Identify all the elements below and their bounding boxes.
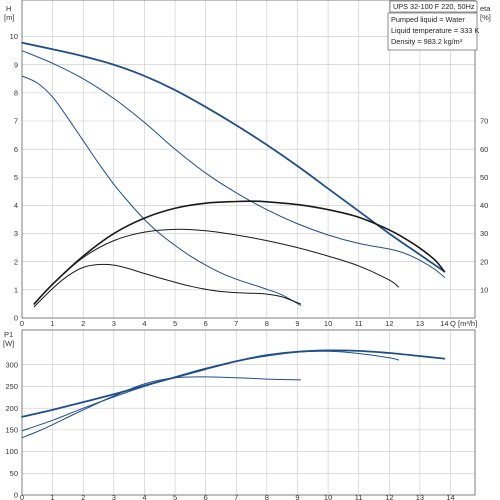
x-tick-label: 7 xyxy=(234,319,238,328)
y-tick-label: 4 xyxy=(14,201,18,210)
y-tick-label: 2 xyxy=(14,257,18,266)
x-tick-label: 10 xyxy=(324,319,332,328)
power-tick-label: 200 xyxy=(5,404,18,413)
y-tick-label: 1 xyxy=(14,285,18,294)
y-tick-label: 6 xyxy=(14,145,18,154)
y-tick-label: 5 xyxy=(14,173,18,182)
x-tick-label: 13 xyxy=(416,319,424,328)
x-tick-label: 14 xyxy=(446,493,454,500)
info-box: UPS 32-100 F 220, 50Hz Pumped liquid = W… xyxy=(387,0,479,51)
info-title-box xyxy=(389,0,478,13)
power-tick-label: 250 xyxy=(5,382,18,391)
power-axis-unit: [W] xyxy=(3,339,14,348)
x-tick-label: 5 xyxy=(173,493,177,500)
power-axis-label: P1 xyxy=(4,330,13,339)
y2-tick-label: 70 xyxy=(480,117,488,126)
power-tick-label: 50 xyxy=(10,469,18,478)
bottom-panel-frame xyxy=(21,329,476,496)
power-tick-label: 100 xyxy=(5,447,18,456)
info-details-box xyxy=(387,12,478,51)
y-axis-unit: [m] xyxy=(4,13,14,22)
info-liquid: Pumped liquid = Water xyxy=(391,15,465,24)
power-tick-label: 0 xyxy=(14,491,18,500)
x-tick-label: 11 xyxy=(355,319,363,328)
y-tick-label: 7 xyxy=(14,117,18,126)
x-tick-label: 3 xyxy=(112,319,116,328)
y2-tick-label: 60 xyxy=(480,145,488,154)
head-curve xyxy=(21,41,446,273)
x-tick-label: 0 xyxy=(20,319,24,328)
y-tick-label: 3 xyxy=(14,229,18,238)
power-curve xyxy=(21,350,399,432)
y2-axis-label: eta xyxy=(480,4,491,13)
x-tick-label: 10 xyxy=(324,493,332,500)
top-panel-frame xyxy=(21,0,476,319)
x-tick-label: 2 xyxy=(81,319,85,328)
x-tick-label: 4 xyxy=(142,319,146,328)
x-tick-label: 14 xyxy=(440,319,448,328)
x-tick-label: 3 xyxy=(112,493,116,500)
x-tick-label: 12 xyxy=(385,319,393,328)
info-temperature: Liquid temperature = 333 K xyxy=(391,26,479,35)
info-density: Density = 983.2 kg/m³ xyxy=(391,37,463,46)
efficiency-curve xyxy=(33,263,302,308)
x-tick-label: 11 xyxy=(355,493,363,500)
efficiency-curve xyxy=(33,200,446,305)
y-tick-label: 10 xyxy=(10,32,18,41)
x-tick-label: 2 xyxy=(81,493,85,500)
x-tick-label: 1 xyxy=(51,493,55,500)
y2-tick-label: 50 xyxy=(480,173,488,182)
x-tick-label: 1 xyxy=(51,319,55,328)
x-tick-label: 5 xyxy=(173,319,177,328)
x-axis-unit: [m³/h] xyxy=(458,319,477,328)
top-panel-curves xyxy=(21,41,446,308)
x-tick-label: 6 xyxy=(204,493,208,500)
y2-tick-label: 20 xyxy=(480,257,488,266)
x-axis-label: Q xyxy=(450,319,456,328)
top-panel-ticks: 0 1 2 3 4 5 6 7 8 9 10 11 12 13 1412345678910010203040… xyxy=(10,32,489,328)
x-tick-label: 9 xyxy=(295,319,299,328)
head-curve xyxy=(21,50,445,278)
top-panel-grid xyxy=(22,0,475,318)
y-axis-label: H xyxy=(6,4,11,13)
x-tick-label: 8 xyxy=(265,493,269,500)
x-tick-label: 4 xyxy=(142,493,146,500)
x-tick-label: 7 xyxy=(234,493,238,500)
efficiency-curve xyxy=(33,228,399,305)
info-title: UPS 32-100 F 220, 50Hz xyxy=(393,2,475,11)
y-tick-label: 8 xyxy=(14,88,18,97)
y2-axis-unit: [%] xyxy=(480,13,491,22)
bottom-panel-grid xyxy=(22,330,475,495)
x-tick-label: 0 xyxy=(20,493,24,500)
bottom-panel-curves xyxy=(21,349,446,439)
x-tick-label: 8 xyxy=(265,319,269,328)
power-curve xyxy=(21,376,302,439)
y2-tick-label: 30 xyxy=(480,229,488,238)
x-tick-label: 9 xyxy=(295,493,299,500)
x-tick-label: 13 xyxy=(416,493,424,500)
y2-tick-label: 40 xyxy=(480,201,488,210)
power-tick-label: 300 xyxy=(5,360,18,369)
power-tick-label: 150 xyxy=(5,425,18,434)
y2-tick-label: 10 xyxy=(480,285,488,294)
y-tick-label: 9 xyxy=(14,60,18,69)
x-tick-label: 12 xyxy=(385,493,393,500)
head-curve xyxy=(21,75,302,306)
x-tick-label: 6 xyxy=(204,319,208,328)
y-tick-label: 0 xyxy=(14,314,18,323)
